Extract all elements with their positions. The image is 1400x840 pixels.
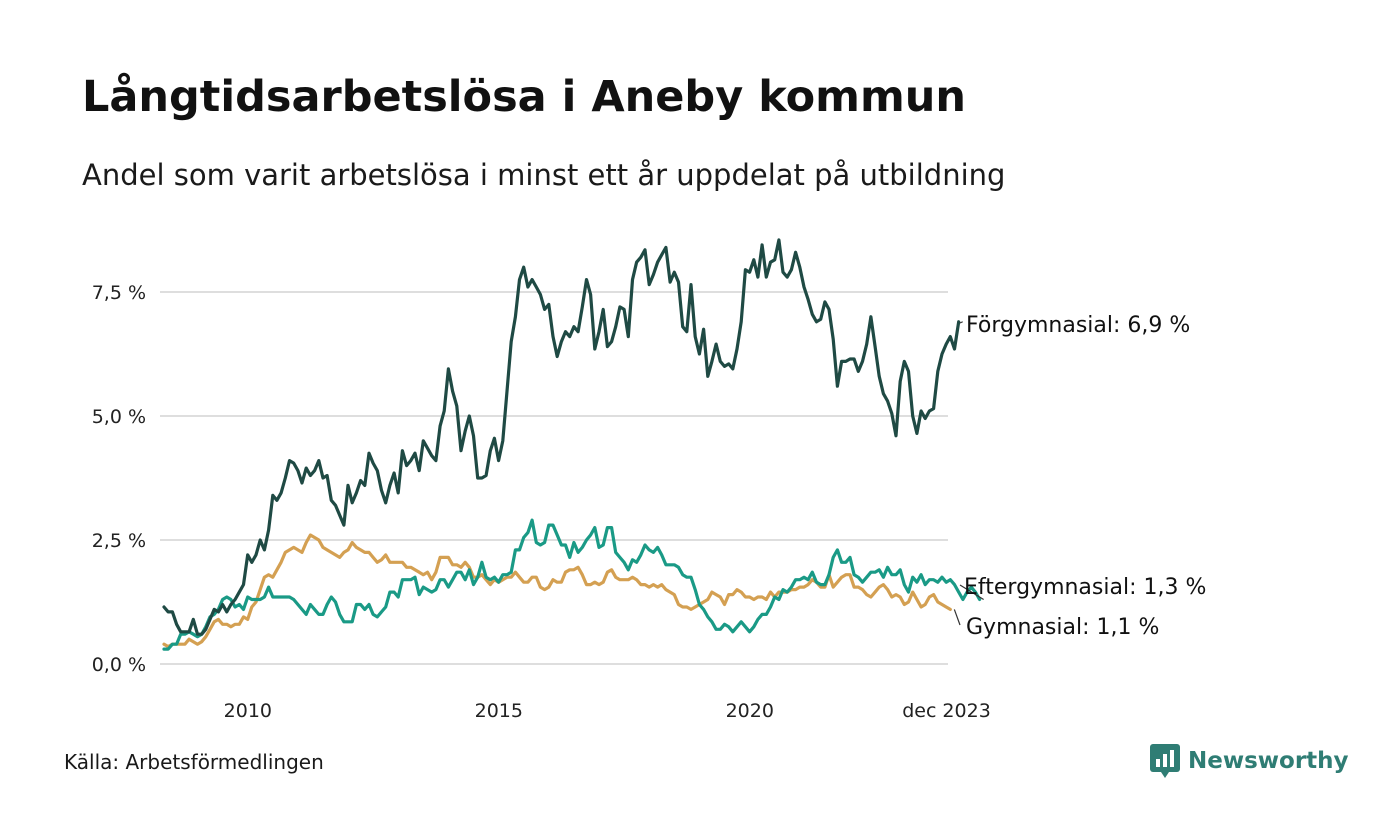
x-tick-label: 2015 — [475, 700, 523, 722]
leader-eftergymnasial — [959, 584, 984, 601]
series-line-eftergymnasial — [162, 518, 982, 651]
end-label-eftergymnasial: Eftergymnasial: 1,3 % — [964, 575, 1206, 600]
y-tick-label: 5,0 % — [92, 406, 146, 428]
y-tick-label: 2,5 % — [92, 530, 146, 552]
series-line-gymnasial — [162, 533, 952, 649]
x-tick-label: dec 2023 — [902, 700, 991, 722]
y-tick-label: 0,0 % — [92, 654, 146, 676]
x-tick-label: 2020 — [726, 700, 774, 722]
y-tick-label: 7,5 % — [92, 282, 146, 304]
brand-name: Newsworthy — [1188, 748, 1349, 774]
x-axis: 2010 2015 2020 dec 2023 — [224, 700, 991, 722]
series-lines — [162, 238, 982, 651]
leader-forgymnasial — [959, 321, 963, 324]
end-label-gymnasial: Gymnasial: 1,1 % — [966, 615, 1159, 640]
series-line-frgymnasial — [162, 238, 961, 636]
brand-logo: Newsworthy — [1150, 744, 1349, 778]
gridlines — [160, 291, 948, 665]
y-axis: 0,0 % 2,5 % 5,0 % 7,5 % — [92, 282, 146, 676]
end-label-forgymnasial: Förgymnasial: 6,9 % — [966, 313, 1190, 338]
source-note: Källa: Arbetsförmedlingen — [64, 750, 324, 774]
x-tick-label: 2010 — [224, 700, 272, 722]
end-labels: Förgymnasial: 6,9 % Eftergymnasial: 1,3 %… — [953, 313, 1206, 640]
chart-subtitle: Andel som varit arbetslösa i minst ett å… — [82, 158, 1006, 192]
leader-gymnasial — [953, 609, 961, 626]
newsworthy-logo-icon — [1150, 744, 1180, 778]
chart-title: Långtidsarbetslösa i Aneby kommun — [82, 72, 967, 122]
